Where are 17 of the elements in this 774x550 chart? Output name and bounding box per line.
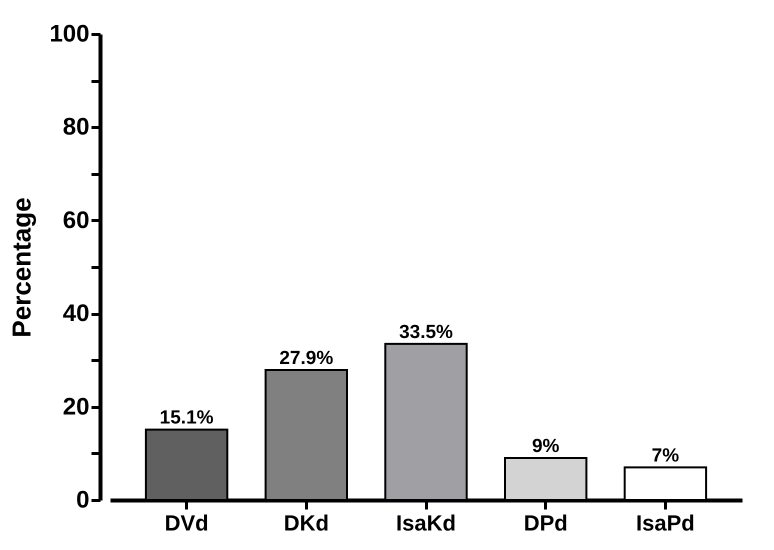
x-tick-label: IsaKd: [396, 510, 456, 536]
x-tick-label: DPd: [524, 510, 568, 536]
y-axis-title: Percentage: [6, 197, 36, 338]
x-tick-label: DVd: [164, 510, 209, 536]
y-tick-label: 40: [62, 300, 90, 328]
x-tick-label: IsaPd: [636, 510, 695, 536]
y-tick-label: 80: [62, 114, 90, 141]
data-label: 27.9%: [279, 348, 334, 369]
y-tick-label: 20: [62, 393, 90, 420]
data-label: 33.5%: [399, 322, 454, 343]
y-tick-label: 60: [62, 206, 90, 234]
data-label: 9%: [532, 436, 560, 458]
x-tick-label: DKd: [284, 510, 329, 536]
y-tick-label: 100: [49, 20, 90, 48]
data-label: 7%: [652, 445, 680, 466]
y-tick-label: 0: [76, 486, 90, 514]
data-label: 15.1%: [160, 408, 214, 429]
